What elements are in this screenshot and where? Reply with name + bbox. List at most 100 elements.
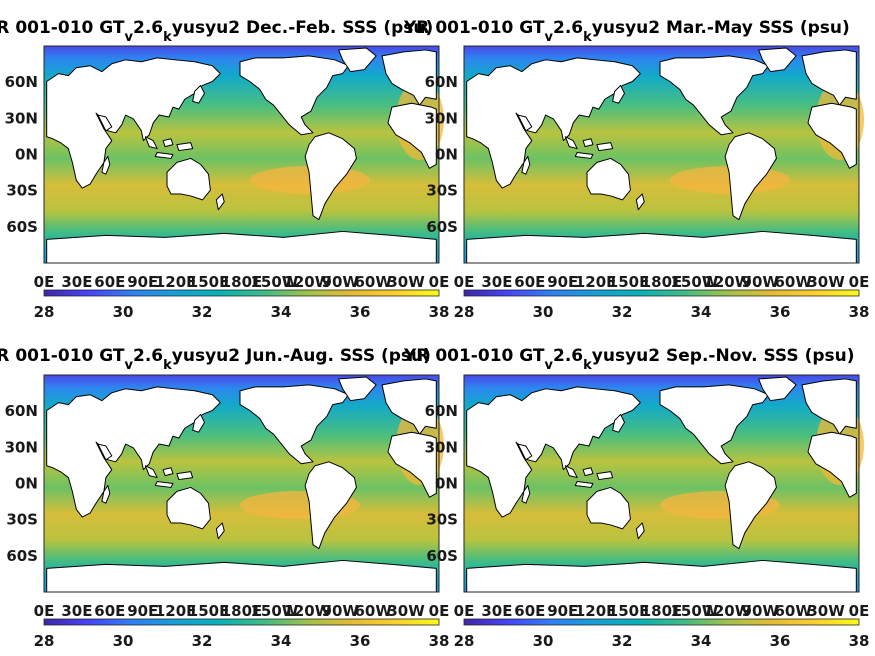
panel-4-colorbar-tick: 32 <box>612 632 633 650</box>
panel-4-colorbar-tick: 28 <box>454 632 475 650</box>
panel-2-x-tick: 120W <box>703 273 751 291</box>
panel-2-x-tick: 150W <box>670 273 718 291</box>
panel-2-x-tick: 90W <box>742 273 780 291</box>
panel-3-x-tick: 30E <box>61 602 92 620</box>
panel-1-x-tick: 60E <box>94 273 125 291</box>
panel-1-title: YR 001-010 GTv2.6kyusyu2 Dec.-Feb. SSS (… <box>0 18 433 45</box>
panel-4-x-tick: 120W <box>703 602 751 620</box>
panel-3-title: YR 001-010 GTv2.6kyusyu2 Jun.-Aug. SSS (… <box>0 346 431 373</box>
panel-1-x-tick: 120W <box>283 273 331 291</box>
panel-1-y-tick: 60N <box>5 73 38 91</box>
panel-2-colorbar-tick: 28 <box>454 303 475 321</box>
panel-3-frame <box>43 374 440 593</box>
panel-4-y-tick: 30S <box>426 511 458 529</box>
panel-1-x-tick: 120E <box>155 273 197 291</box>
panel-1-frame <box>43 45 440 264</box>
panel-4-colorbar-tick: 30 <box>533 632 554 650</box>
panel-3-colorbar-tick: 32 <box>192 632 213 650</box>
panel-4-x-tick: 150E <box>608 602 650 620</box>
panel-4-colorbar <box>463 618 860 626</box>
panel-4-y-tick: 30N <box>425 438 458 456</box>
panel-2-colorbar <box>463 289 860 297</box>
panel-3-x-tick: 30W <box>387 602 425 620</box>
panel-3-x-tick: 120W <box>283 602 331 620</box>
panel-1-x-tick: 150W <box>250 273 298 291</box>
panel-1-colorbar-tick: 30 <box>113 303 134 321</box>
panel-4-x-tick: 180E <box>641 602 683 620</box>
panel-2-x-tick: 150E <box>608 273 650 291</box>
panel-3-x-tick: 90W <box>322 602 360 620</box>
panel-2-y-tick: 0N <box>435 146 458 164</box>
panel-1-colorbar-tick: 32 <box>192 303 213 321</box>
panel-3-x-tick: 150E <box>188 602 230 620</box>
panel-4-colorbar-tick: 36 <box>770 632 791 650</box>
panel-1-y-tick: 30S <box>6 182 38 200</box>
panel-4-x-tick: 90E <box>547 602 578 620</box>
panel-3-colorbar-tick: 34 <box>271 632 292 650</box>
panel-2-x-tick: 0E <box>849 273 870 291</box>
panel-2-y-tick: 60N <box>425 73 458 91</box>
panel-2-title-text: YR 001-010 GTv2.6kyusyu2 Mar.-May SSS (p… <box>403 18 850 45</box>
panel-4-title-text: YR 001-010 GTv2.6kyusyu2 Sep.-Nov. SSS (… <box>403 346 855 373</box>
panel-1-colorbar-tick: 28 <box>34 303 55 321</box>
panel-1-colorbar-tick: 38 <box>429 303 450 321</box>
panel-1-x-tick: 90W <box>322 273 360 291</box>
panel-4-x-tick: 120E <box>575 602 617 620</box>
panel-3-y-tick: 30S <box>6 511 38 529</box>
panel-1-x-tick: 90E <box>127 273 158 291</box>
panel-2-y-tick: 30S <box>426 182 458 200</box>
panel-3-title-text: YR 001-010 GTv2.6kyusyu2 Jun.-Aug. SSS (… <box>0 346 431 373</box>
panel-2-x-tick: 30E <box>481 273 512 291</box>
panel-2-x-tick: 30W <box>807 273 845 291</box>
panel-4-y-tick: 0N <box>435 475 458 493</box>
panel-2-x-tick: 0E <box>454 273 475 291</box>
panel-1-x-tick: 180E <box>221 273 263 291</box>
panel-2-x-tick: 90E <box>547 273 578 291</box>
panel-3-x-tick: 150W <box>250 602 298 620</box>
panel-1-x-tick: 30W <box>387 273 425 291</box>
panel-2-y-tick: 60S <box>426 218 458 236</box>
panel-1-y-tick: 30N <box>5 109 38 127</box>
panel-3-x-tick: 0E <box>429 602 450 620</box>
panel-3-y-tick: 30N <box>5 438 38 456</box>
panel-2-x-tick: 120E <box>575 273 617 291</box>
panel-1-colorbar-tick: 34 <box>271 303 292 321</box>
panel-3-x-tick: 60W <box>354 602 392 620</box>
panel-3-colorbar-tick: 28 <box>34 632 55 650</box>
panel-3-x-tick: 60E <box>94 602 125 620</box>
panel-4-frame <box>463 374 860 593</box>
panel-2-colorbar-tick: 36 <box>770 303 791 321</box>
panel-4-y-tick: 60S <box>426 547 458 565</box>
panel-1-colorbar <box>43 289 440 297</box>
panel-1-colorbar-tick: 36 <box>350 303 371 321</box>
panel-2-map <box>463 45 864 264</box>
panel-2-colorbar-tick: 34 <box>691 303 712 321</box>
panel-4-x-tick: 60W <box>774 602 812 620</box>
panel-4-colorbar-tick: 34 <box>691 632 712 650</box>
panel-1-x-tick: 0E <box>34 273 55 291</box>
panel-1-y-tick: 0N <box>15 146 38 164</box>
panel-1-x-tick: 30E <box>61 273 92 291</box>
panel-3-map <box>43 374 444 593</box>
panel-3-x-tick: 180E <box>221 602 263 620</box>
panel-4-x-tick: 60E <box>514 602 545 620</box>
panel-3-colorbar-tick: 36 <box>350 632 371 650</box>
panel-2-y-tick: 30N <box>425 109 458 127</box>
panel-2-x-tick: 60E <box>514 273 545 291</box>
panel-2-title: YR 001-010 GTv2.6kyusyu2 Mar.-May SSS (p… <box>403 18 850 45</box>
panel-2-colorbar-tick: 38 <box>849 303 870 321</box>
panel-4-x-tick: 30E <box>481 602 512 620</box>
panel-2-frame <box>463 45 860 264</box>
panel-2-x-tick: 60W <box>774 273 812 291</box>
panel-4-title: YR 001-010 GTv2.6kyusyu2 Sep.-Nov. SSS (… <box>403 346 855 373</box>
panel-4-x-tick: 0E <box>849 602 870 620</box>
panel-3-y-tick: 0N <box>15 475 38 493</box>
panel-1-x-tick: 150E <box>188 273 230 291</box>
panel-3-x-tick: 120E <box>155 602 197 620</box>
panel-3-colorbar <box>43 618 440 626</box>
panel-3-colorbar-tick: 30 <box>113 632 134 650</box>
panel-4-colorbar-tick: 38 <box>849 632 870 650</box>
panel-2-colorbar-tick: 30 <box>533 303 554 321</box>
panel-4-y-tick: 60N <box>425 402 458 420</box>
